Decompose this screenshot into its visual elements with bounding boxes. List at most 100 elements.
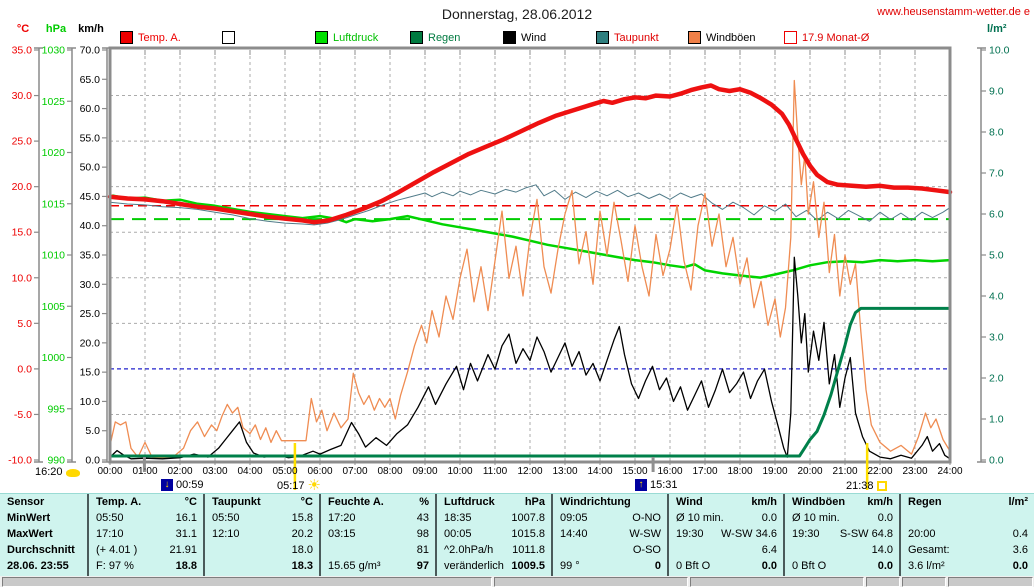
status-bar-segment (902, 577, 946, 587)
svg-text:hPa: hPa (46, 23, 67, 35)
svg-text:1015: 1015 (42, 198, 66, 210)
svg-text:70.0: 70.0 (80, 45, 101, 57)
annotation-0517: 05:17 ☀ (277, 478, 321, 493)
cell-value: 0.4 (1012, 528, 1028, 540)
table-row: Gesamt: 3.6 (901, 542, 1034, 558)
x-tick-label: 19:00 (762, 466, 788, 477)
svg-text:0.0: 0.0 (989, 455, 1004, 467)
cell-value: 1007.8 (511, 512, 545, 524)
column-title: Sensor (7, 496, 45, 508)
annotation-1531: ↑ 15:31 (635, 479, 678, 491)
website-link[interactable]: www.heusenstamm-wetter.de e (877, 6, 1030, 18)
cell-value: 0.0 (877, 512, 893, 524)
column-unit: km/h (751, 496, 777, 508)
svg-text:15.0: 15.0 (12, 227, 33, 239)
cell-value: 20.2 (291, 528, 313, 540)
cell-value: 0.0 (761, 512, 777, 524)
cell-label: MinWert (7, 512, 51, 524)
svg-text:km/h: km/h (78, 23, 104, 35)
cell-label: 14:40 (560, 528, 588, 540)
column-header: Windböen km/h (785, 494, 899, 510)
legend-item-luftdruck: Luftdruck (315, 31, 378, 44)
svg-text:1010: 1010 (42, 250, 66, 262)
cell-value: 1011.8 (512, 544, 545, 556)
x-tick-label: 24:00 (937, 466, 963, 477)
table-row: (+ 4.01 ) 21.91 (89, 542, 203, 558)
cell-label (321, 542, 328, 558)
table-row: 28.06. 23:55 (0, 558, 87, 574)
cell-value: 81 (416, 544, 429, 556)
svg-text:4.0: 4.0 (989, 291, 1004, 303)
annotation-time: 05:17 (277, 479, 305, 492)
cell-value: 18.3 (291, 560, 313, 572)
column-header: Temp. A. °C (89, 494, 203, 510)
svg-text:6.0: 6.0 (989, 209, 1004, 221)
cell-label: 3.6 l/m² (908, 560, 945, 572)
cell-value: 14.0 (871, 544, 893, 556)
table-row: 20:00 0.4 (901, 526, 1034, 542)
table-row: 17:20 43 (321, 510, 435, 526)
cell-label: 17:10 (96, 528, 124, 540)
cell-value: 97 (416, 560, 429, 572)
status-bar-segment (690, 577, 864, 587)
svg-text:45.0: 45.0 (80, 191, 101, 203)
svg-text:1000: 1000 (42, 352, 66, 364)
cell-label: 17:20 (328, 512, 356, 524)
legend-label: 17.9 Monat-Ø (802, 31, 870, 44)
cell-label: 18:35 (444, 512, 472, 524)
column-title: Luftdruck (444, 496, 495, 508)
cell-value: O-NO (632, 512, 661, 524)
table-row: 05:50 15.8 (205, 510, 319, 526)
cell-label (785, 542, 792, 558)
column-header: Feuchte A.% (321, 494, 435, 510)
svg-text:10.0: 10.0 (989, 45, 1010, 57)
cell-value: W-SW 34.6 (720, 528, 777, 540)
weather-chart: 35.0 30.0 25.0 20.0 15.0 10.0 5.0 0.0 -5.0 -10.0 °… (8, 23, 1010, 490)
table-row: 18:35 1007.8 (437, 510, 551, 526)
column-unit: l/m² (1008, 496, 1028, 508)
svg-text:20.0: 20.0 (12, 181, 33, 193)
table-row: Durchschnitt (0, 542, 87, 558)
cell-value: O-SO (632, 544, 661, 556)
table-column-windrichtung: Windrichtung 09:05 O-NO 14:40 W-SW O-SO 99 ° 0 (551, 494, 667, 576)
cell-label (669, 542, 676, 558)
sunset-icon (876, 481, 887, 491)
annotation-time: 15:31 (650, 479, 678, 491)
x-tick-label: 05:00 (272, 466, 298, 477)
svg-text:50.0: 50.0 (80, 162, 101, 174)
x-tick-label: 11:00 (482, 466, 508, 477)
status-bar-segment (866, 577, 900, 587)
cell-label: veränderlich (444, 560, 504, 572)
svg-text:15.0: 15.0 (80, 367, 101, 379)
cell-value: 6.4 (761, 544, 777, 556)
x-tick-label: 12:00 (517, 466, 543, 477)
cell-value: 0.0 (877, 560, 893, 572)
table-row: O-SO (553, 542, 667, 558)
svg-text:1005: 1005 (42, 301, 66, 313)
column-header: Taupunkt °C (205, 494, 319, 510)
svg-text:5.0: 5.0 (17, 318, 32, 330)
moonset-icon: ↓ (161, 479, 173, 491)
table-row: 05:50 16.1 (89, 510, 203, 526)
table-row: 14.0 (785, 542, 899, 558)
column-unit: °C (184, 496, 197, 508)
column-header: Sensor (0, 494, 87, 510)
legend-swatch-icon (784, 31, 797, 44)
cell-value: 16.1 (175, 512, 197, 524)
x-tick-label: 06:00 (307, 466, 333, 477)
cell-label: 19:30 (676, 528, 704, 540)
cell-value (1028, 510, 1034, 526)
legend-label: Windböen (706, 31, 756, 44)
cell-label: Gesamt: (908, 544, 950, 556)
svg-text:1030: 1030 (42, 45, 66, 57)
table-row: veränderlich 1009.5 (437, 558, 551, 574)
legend-item-wind: Wind (503, 31, 546, 44)
svg-text:9.0: 9.0 (989, 86, 1004, 98)
svg-text:°C: °C (17, 23, 29, 35)
svg-text:35.0: 35.0 (80, 250, 101, 262)
legend-item-windb-en: Windböen (688, 31, 756, 44)
table-row: 0 Bft O 0.0 (669, 558, 783, 574)
table-row: F: 97 % 18.8 (89, 558, 203, 574)
table-column-windb-en: Windböen km/h Ø 10 min. 0.0 19:30 S-SW 64.8 14… (783, 494, 899, 576)
legend-label: Regen (428, 31, 461, 44)
